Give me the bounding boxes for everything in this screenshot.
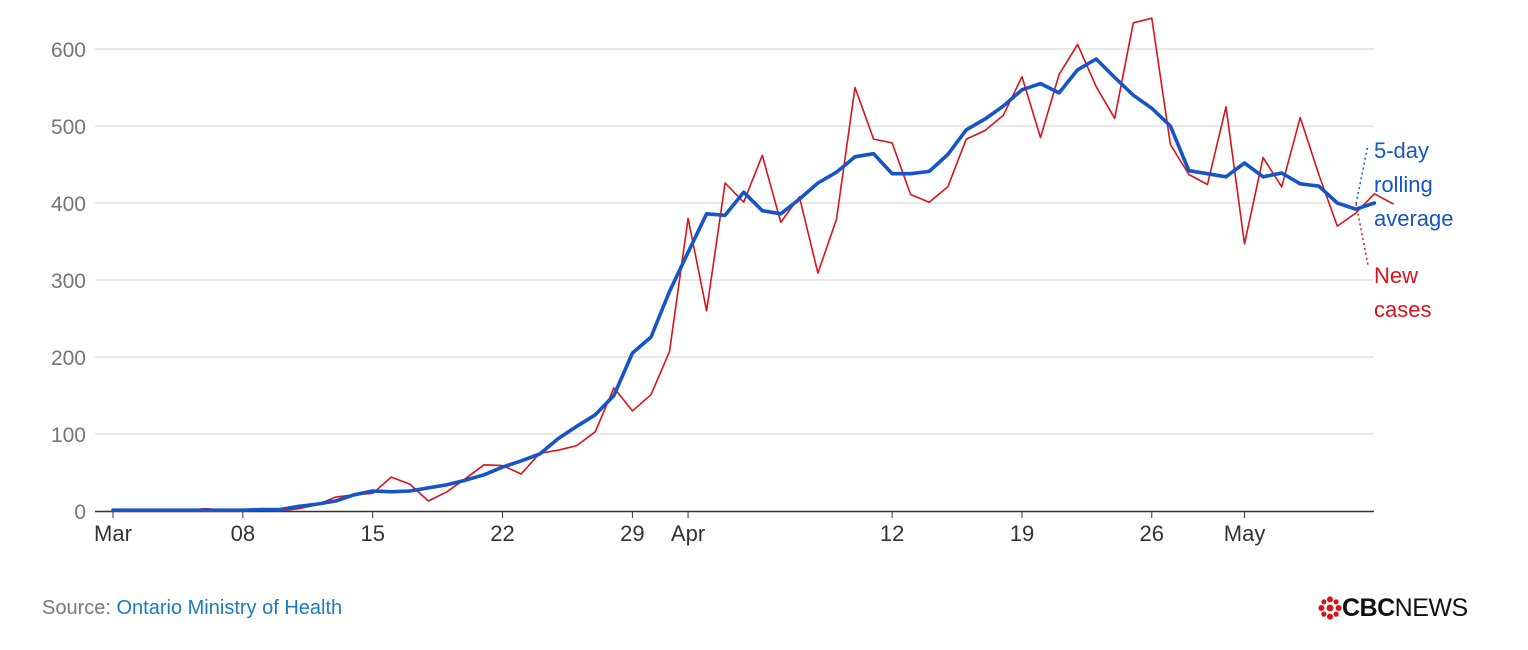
new-cases-label: cases: [1374, 297, 1431, 322]
series-lines: [111, 17, 1394, 513]
logo-wordmark: CBCNEWS: [1342, 594, 1468, 623]
x-tick-label: 22: [490, 521, 514, 546]
y-axis-tick-labels: 0 100 200 300 400 500 600: [51, 39, 86, 524]
source-link[interactable]: Ontario Ministry of Health: [116, 597, 343, 619]
x-tick-label: Mar: [94, 521, 132, 546]
source-line: Source: Ontario Ministry of Health: [42, 597, 342, 620]
cbc-gem-icon: [1318, 596, 1342, 620]
x-tick-label: May: [1224, 521, 1266, 546]
logo-cbc: CBC: [1342, 593, 1395, 622]
x-tick-label: 08: [231, 521, 255, 546]
x-tick-label: 15: [360, 521, 384, 546]
cbc-news-logo: CBCNEWS: [1318, 592, 1468, 624]
x-tick-label: 19: [1010, 521, 1034, 546]
x-tick-label: 12: [880, 521, 904, 546]
x-tick-label: 26: [1140, 521, 1164, 546]
source-prefix: Source:: [42, 597, 111, 619]
new-cases-line: [112, 17, 1394, 512]
logo-news: NEWS: [1394, 593, 1469, 622]
y-tick-label: 400: [51, 193, 86, 216]
rolling-average-leader: [1355, 144, 1369, 204]
x-tick-label: Apr: [671, 521, 705, 546]
rolling-average-label: rolling: [1374, 172, 1433, 197]
series-labels: 5-day rolling average New cases: [1355, 138, 1454, 322]
rolling-average-label: 5-day: [1374, 138, 1429, 163]
y-tick-label: 0: [74, 501, 86, 524]
x-axis-tick-labels: Mar 08 15 22 29 Apr 12 19 26 May: [94, 511, 1265, 546]
y-tick-label: 600: [51, 39, 86, 62]
rolling-average-label: average: [1374, 206, 1454, 231]
gridlines: [95, 48, 1374, 435]
y-tick-label: 500: [51, 116, 86, 139]
rolling-average-line: [111, 57, 1377, 513]
y-tick-label: 200: [51, 347, 86, 370]
x-tick-label: 29: [620, 521, 644, 546]
new-cases-label: New: [1374, 263, 1418, 288]
y-tick-label: 300: [51, 270, 86, 293]
new-cases-leader: [1355, 203, 1369, 266]
y-tick-label: 100: [51, 424, 86, 447]
